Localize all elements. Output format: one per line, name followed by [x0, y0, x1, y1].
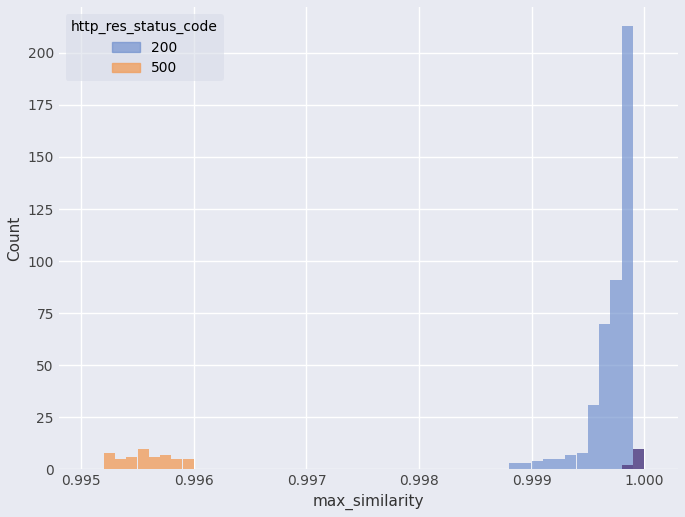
Bar [509, 463, 520, 469]
Bar [610, 280, 621, 469]
Bar [599, 324, 610, 469]
Bar [160, 455, 171, 469]
Legend: 200, 500: 200, 500 [66, 14, 224, 81]
Bar [183, 459, 194, 469]
Bar [577, 453, 588, 469]
Bar [588, 405, 599, 469]
Bar [633, 449, 644, 469]
Bar [554, 459, 565, 469]
Bar [126, 457, 137, 469]
Bar [622, 465, 633, 469]
Bar [138, 449, 149, 469]
Bar [149, 457, 160, 469]
Bar [171, 459, 182, 469]
Bar [104, 453, 115, 469]
Bar [565, 455, 577, 469]
Y-axis label: Count: Count [7, 216, 22, 261]
Bar [532, 461, 543, 469]
Bar [521, 463, 532, 469]
Bar [622, 26, 633, 469]
Bar [115, 459, 126, 469]
Bar [543, 459, 554, 469]
X-axis label: max_similarity: max_similarity [312, 494, 424, 510]
